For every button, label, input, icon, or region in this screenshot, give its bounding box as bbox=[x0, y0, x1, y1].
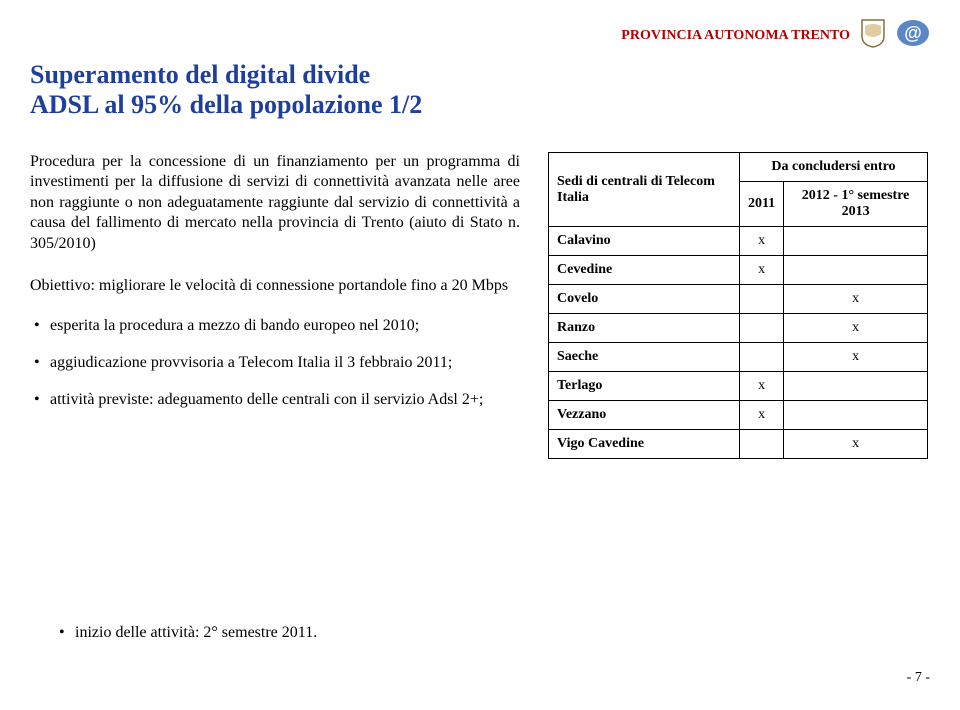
table-body: CalavinoxCevedinexCoveloxRanzoxSaechexTe… bbox=[549, 227, 928, 459]
at-logo-icon: @ bbox=[896, 18, 930, 53]
table-row: Covelo x bbox=[549, 285, 928, 314]
table-cell-2012: x bbox=[784, 343, 928, 372]
table-cell-2012 bbox=[784, 256, 928, 285]
table-cell-2012 bbox=[784, 401, 928, 430]
table-cell-2012: x bbox=[784, 314, 928, 343]
table-row: Cevedinex bbox=[549, 256, 928, 285]
bullet-list: esperita la procedura a mezzo di bando e… bbox=[30, 315, 520, 410]
title-line-2: ADSL al 95% della popolazione 1/2 bbox=[30, 90, 422, 120]
table-row: Vezzanox bbox=[549, 401, 928, 430]
table-header-col1: 2011 bbox=[739, 182, 783, 227]
table-cell-2011: x bbox=[739, 227, 783, 256]
table-cell-2011 bbox=[739, 314, 783, 343]
title-line-1: Superamento del digital divide bbox=[30, 60, 422, 90]
table-cell-2011: x bbox=[739, 372, 783, 401]
list-item: esperita la procedura a mezzo di bando e… bbox=[30, 315, 520, 336]
table-header-left: Sedi di centrali di Telecom Italia bbox=[549, 153, 740, 227]
list-item: aggiudicazione provvisoria a Telecom Ita… bbox=[30, 352, 520, 373]
left-column: Procedura per la concessione di un finan… bbox=[30, 152, 520, 459]
footer-bullet-block: inizio delle attività: 2° semestre 2011. bbox=[55, 624, 317, 642]
slide-title: Superamento del digital divide ADSL al 9… bbox=[30, 60, 422, 120]
page-number: - 7 - bbox=[907, 670, 930, 686]
coat-of-arms-icon bbox=[860, 18, 886, 53]
table-cell-name: Ranzo bbox=[549, 314, 740, 343]
table-cell-2011: x bbox=[739, 256, 783, 285]
table-cell-2011 bbox=[739, 430, 783, 459]
table-cell-name: Cevedine bbox=[549, 256, 740, 285]
content-area: Procedura per la concessione di un finan… bbox=[30, 152, 930, 459]
table-cell-2012: x bbox=[784, 285, 928, 314]
header: PROVINCIA AUTONOMA TRENTO @ bbox=[621, 18, 930, 53]
list-item: inizio delle attività: 2° semestre 2011. bbox=[55, 624, 317, 642]
org-name: PROVINCIA AUTONOMA TRENTO bbox=[621, 28, 850, 44]
table-cell-2011 bbox=[739, 285, 783, 314]
table-header-col2: 2012 - 1° semestre 2013 bbox=[784, 182, 928, 227]
list-item: attività previste: adeguamento delle cen… bbox=[30, 389, 520, 410]
table-row: Calavinox bbox=[549, 227, 928, 256]
table-row: Terlagox bbox=[549, 372, 928, 401]
table-cell-name: Covelo bbox=[549, 285, 740, 314]
objective-paragraph: Obiettivo: migliorare le velocità di con… bbox=[30, 276, 520, 296]
table-cell-name: Terlago bbox=[549, 372, 740, 401]
table-cell-2011 bbox=[739, 343, 783, 372]
table-row: Ranzo x bbox=[549, 314, 928, 343]
table-cell-name: Vigo Cavedine bbox=[549, 430, 740, 459]
right-column: Sedi di centrali di Telecom Italia Da co… bbox=[548, 152, 928, 459]
table-cell-name: Calavino bbox=[549, 227, 740, 256]
table-cell-name: Vezzano bbox=[549, 401, 740, 430]
table-cell-2011: x bbox=[739, 401, 783, 430]
svg-text:@: @ bbox=[904, 23, 922, 43]
table-cell-2012 bbox=[784, 372, 928, 401]
table-row: Saeche x bbox=[549, 343, 928, 372]
intro-paragraph: Procedura per la concessione di un finan… bbox=[30, 152, 520, 254]
table-header-top: Da concludersi entro bbox=[739, 153, 927, 182]
table-cell-2012 bbox=[784, 227, 928, 256]
table-cell-2012: x bbox=[784, 430, 928, 459]
table-cell-name: Saeche bbox=[549, 343, 740, 372]
table-row: Vigo Cavedine x bbox=[549, 430, 928, 459]
centrals-table: Sedi di centrali di Telecom Italia Da co… bbox=[548, 152, 928, 459]
